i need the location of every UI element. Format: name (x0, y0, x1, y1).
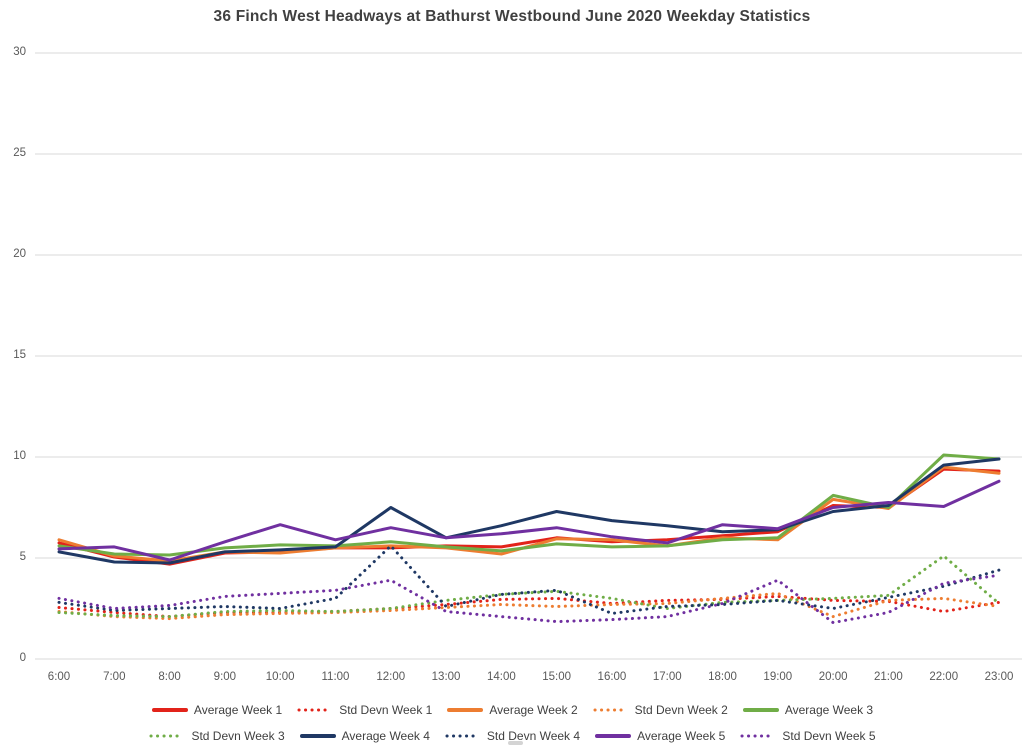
x-axis-label: 19:00 (763, 671, 793, 683)
legend-label: Std Devn Week 1 (339, 703, 433, 717)
dotted-line-swatch-icon (445, 734, 481, 738)
legend-label: Std Devn Week 5 (782, 729, 876, 743)
x-axis-label: 13:00 (431, 671, 461, 683)
x-axis-label: 21:00 (874, 671, 903, 683)
x-axis-label: 9:00 (213, 671, 237, 683)
x-axis-label: 7:00 (103, 671, 126, 683)
solid-line-swatch-icon (299, 734, 336, 738)
legend-item-std-devn-week-5: Std Devn Week 5 (739, 729, 876, 743)
series-line-std-devn-week-5 (57, 573, 1001, 625)
legend-item-std-devn-week-1: Std Devn Week 1 (296, 703, 432, 717)
x-axis-label: 15:00 (542, 671, 572, 683)
x-axis-label: 22:00 (929, 671, 959, 683)
legend-item-average-week-2: Average Week 2 (446, 703, 578, 717)
series-line-average-week-3 (57, 453, 1001, 557)
x-axis-label: 12:00 (376, 671, 406, 683)
legend-row-1: Average Week 1 Std Devn Week 1 Average Wee… (0, 697, 1024, 723)
scrollbar-artifact (508, 741, 523, 745)
y-axis-label: 25 (13, 147, 26, 159)
series-line-std-devn-week-2 (57, 591, 1001, 621)
legend-label: Average Week 2 (489, 703, 578, 717)
chart-title: 36 Finch West Headways at Bathurst Westb… (213, 8, 811, 25)
y-axis-label: 15 (13, 349, 26, 361)
x-axis-label: 14:00 (486, 671, 516, 683)
x-axis-label: 18:00 (708, 671, 737, 683)
dotted-line-swatch-icon (149, 734, 185, 738)
legend-item-average-week-4: Average Week 4 (299, 729, 430, 743)
solid-line-swatch-icon (742, 708, 779, 712)
legend-label: Average Week 5 (637, 729, 726, 743)
legend-item-std-devn-week-2: Std Devn Week 2 (592, 703, 728, 717)
dotted-line-swatch-icon (593, 708, 629, 712)
legend-item-std-devn-week-4: Std Devn Week 4 (444, 729, 580, 743)
solid-line-swatch-icon (595, 734, 632, 738)
series-line-std-devn-week-3 (57, 554, 1001, 619)
dotted-line-swatch-icon (740, 734, 776, 738)
x-axis-label: 20:00 (818, 671, 848, 683)
chart-legend: Average Week 1 Std Devn Week 1 Average Wee… (0, 697, 1024, 749)
legend-item-average-week-1: Average Week 1 (151, 703, 282, 717)
x-axis-label: 17:00 (652, 671, 682, 683)
y-axis-label: 0 (19, 652, 26, 664)
legend-label: Average Week 1 (193, 703, 283, 717)
x-axis-label: 6:00 (47, 671, 71, 683)
x-axis-label: 16:00 (597, 671, 627, 683)
legend-row-2: Std Devn Week 3 Average Week 4 Std Devn We… (0, 723, 1024, 749)
legend-label: Std Devn Week 3 (191, 729, 285, 743)
legend-item-average-week-5: Average Week 5 (594, 729, 725, 743)
series-line-average-week-4 (57, 457, 1001, 565)
y-axis-label: 30 (13, 46, 26, 58)
x-axis-label: 10:00 (265, 671, 295, 683)
legend-label: Std Devn Week 4 (486, 729, 581, 743)
series-line-average-week-5 (57, 479, 1001, 562)
x-axis-label: 11:00 (321, 671, 350, 683)
dotted-line-swatch-icon (297, 708, 333, 712)
solid-line-swatch-icon (151, 708, 188, 712)
x-axis-label: 23:00 (984, 671, 1014, 683)
y-axis-label: 10 (13, 450, 26, 462)
x-axis-label: 8:00 (158, 671, 181, 683)
legend-item-average-week-3: Average Week 3 (742, 703, 873, 717)
legend-label: Std Devn Week 2 (634, 703, 728, 717)
legend-label: Average Week 4 (341, 729, 430, 743)
series-line-std-devn-week-4 (57, 544, 1001, 615)
y-axis-label: 20 (13, 248, 26, 260)
legend-item-std-devn-week-3: Std Devn Week 3 (148, 729, 285, 743)
legend-label: Average Week 3 (784, 703, 874, 717)
y-axis-label: 5 (19, 551, 26, 563)
solid-line-swatch-icon (447, 708, 484, 712)
